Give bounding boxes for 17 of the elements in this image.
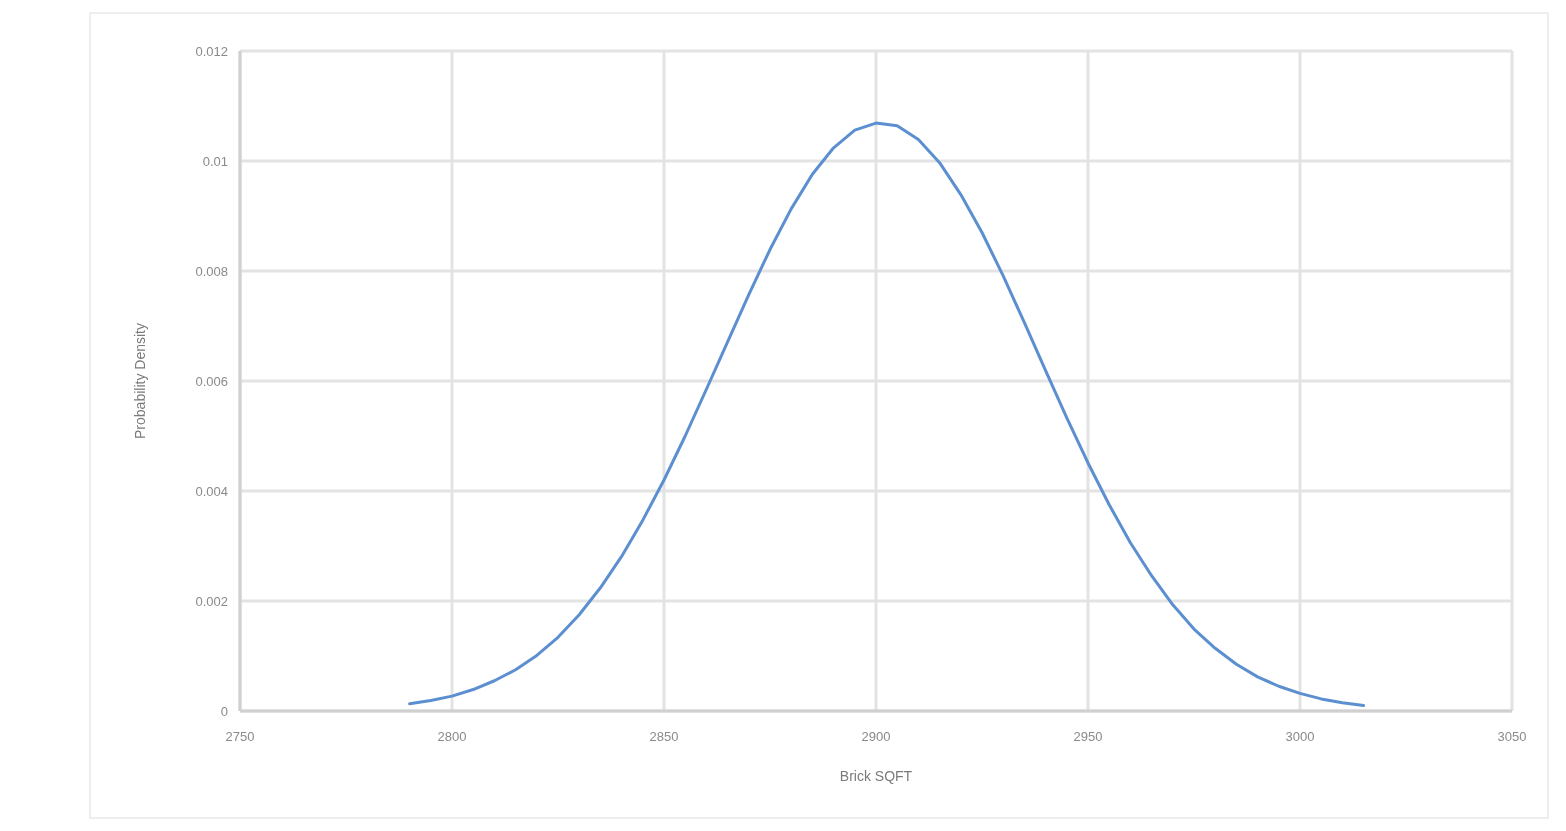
line-series bbox=[408, 121, 1366, 707]
y-tick-label: 0 bbox=[220, 703, 228, 719]
x-axis-title: Brick SQFT bbox=[839, 768, 913, 784]
y-tick-label: 0.002 bbox=[195, 593, 228, 609]
x-tick-label: 2950 bbox=[1073, 729, 1103, 744]
x-tick-label: 3000 bbox=[1285, 729, 1315, 744]
x-tick-label: 2800 bbox=[437, 729, 467, 744]
y-tick-label: 0.008 bbox=[195, 263, 228, 279]
y-tick-label: 0.01 bbox=[202, 153, 228, 169]
x-tick-label: 2750 bbox=[225, 729, 255, 744]
x-tick-label: 2900 bbox=[861, 729, 891, 744]
x-tick-label: 3050 bbox=[1497, 729, 1527, 744]
y-axis-title: Probability Density bbox=[132, 323, 148, 439]
x-tick-label: 2850 bbox=[649, 729, 679, 744]
y-tick-label: 0.004 bbox=[195, 483, 228, 499]
y-tick-label: 0.012 bbox=[195, 43, 228, 59]
y-tick-label: 0.006 bbox=[195, 373, 228, 389]
